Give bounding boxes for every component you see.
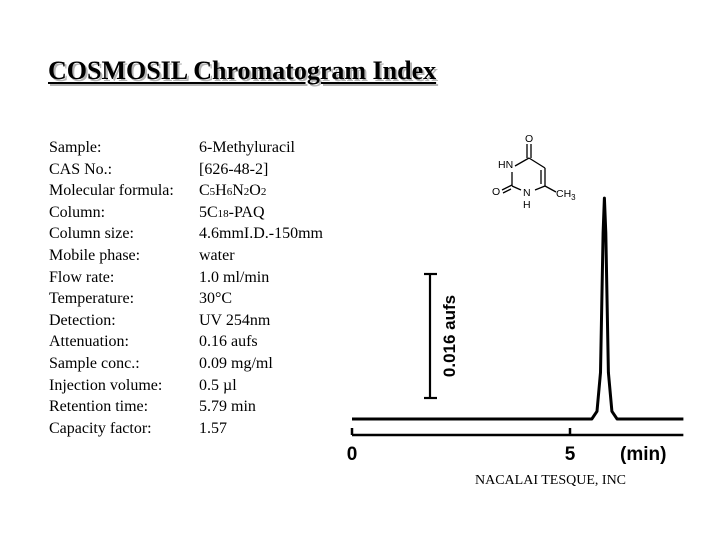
property-row: Attenuation: 0.16 aufs [49,331,323,353]
properties-table: Sample: 6-Methyluracil CAS No.: [626-48-2]… [49,137,323,439]
x-tick-label: 5 [565,444,576,465]
property-label: CAS No.: [49,160,113,178]
atom-label: N [523,187,531,199]
property-value: 5.79 min [199,398,256,416]
formula-part: H [215,182,227,200]
property-row: Column size: 4.6mmI.D.-150mm [49,223,323,245]
column-part: 5C [199,203,218,221]
property-value: [626-48-2] [199,160,269,178]
property-row: Flow rate: 1.0 ml/min [49,267,323,289]
property-label: Capacity factor: [49,419,152,437]
footer-company: NACALAI TESQUE, INC [475,473,627,488]
property-row: Molecular formula: C5H6N2O2 [49,180,323,202]
property-row: CAS No.: [626-48-2] [49,159,323,181]
property-row: Temperature: 30°C [49,288,323,310]
molecular-formula-value: C5H6N2O2 [199,180,266,202]
property-row: Detection: UV 254nm [49,310,323,332]
atom-label: H [523,199,531,211]
property-value: 0.16 aufs [199,333,258,351]
property-label: Column size: [49,225,134,243]
property-value: 0.5 µl [199,376,237,394]
property-label: Temperature: [49,290,135,308]
bond [544,185,557,193]
property-label: Detection: [49,311,116,329]
formula-part: 2 [260,186,267,199]
page-title: COSMOSIL Chromatogram Index [48,56,437,85]
chromatogram-plot: 0.016 aufs (min) 0 5 [347,196,684,465]
ch3-label: CH [556,188,571,200]
property-label: Mobile phase: [49,246,141,264]
bond [502,188,512,194]
property-label: Injection volume: [49,376,163,394]
property-value: 6-Methyluracil [199,139,295,156]
property-value: UV 254nm [199,311,271,329]
atom-label: O [492,186,500,198]
property-row: Retention time: 5.79 min [49,396,323,418]
scale-bar-label: 0.016 aufs [440,295,459,377]
bond [514,157,530,167]
bond [511,185,522,191]
property-row: Mobile phase: water [49,245,323,267]
column-part: 18 [217,207,229,220]
property-row: Injection volume: 0.5 µl [49,375,323,397]
atom-label: CH3 [556,188,576,202]
x-tick-label: 0 [347,444,358,465]
property-label: Flow rate: [49,268,115,286]
property-label: Molecular formula: [49,182,174,200]
property-row: Capacity factor: 1.57 [49,418,323,440]
bond [501,184,513,191]
formula-part: C [199,182,210,200]
property-value: 0.09 mg/ml [199,354,273,372]
property-value: 1.0 ml/min [199,268,270,286]
formula-part: 2 [243,186,250,199]
formula-part: O [249,182,261,200]
property-label: Sample conc.: [49,354,140,372]
property-value: 4.6mmI.D.-150mm [199,225,323,243]
column-value: 5C18-PAQ [199,202,265,224]
column-part: -PAQ [228,203,265,221]
bond [528,157,546,169]
property-value: 1.57 [199,419,227,437]
property-row: Sample: 6-Methyluracil [49,137,323,159]
chromatogram-trace [352,196,684,421]
property-value: water [199,246,235,264]
property-label: Sample: [49,139,102,156]
property-label: Column: [49,203,106,221]
formula-part: 6 [226,186,233,199]
property-value: 30°C [199,290,233,308]
formula-part: N [232,182,244,200]
bond [534,185,546,191]
ch3-subscript: 3 [571,193,576,202]
property-row: Sample conc.: 0.09 mg/ml [49,353,323,375]
property-row: Column: 5C18-PAQ [49,202,323,224]
formula-part: 5 [209,186,216,199]
atom-label: O [525,133,533,145]
atom-label: HN [498,159,513,171]
property-label: Retention time: [49,398,149,416]
x-axis-label: (min) [620,444,666,465]
property-label: Attenuation: [49,333,129,351]
